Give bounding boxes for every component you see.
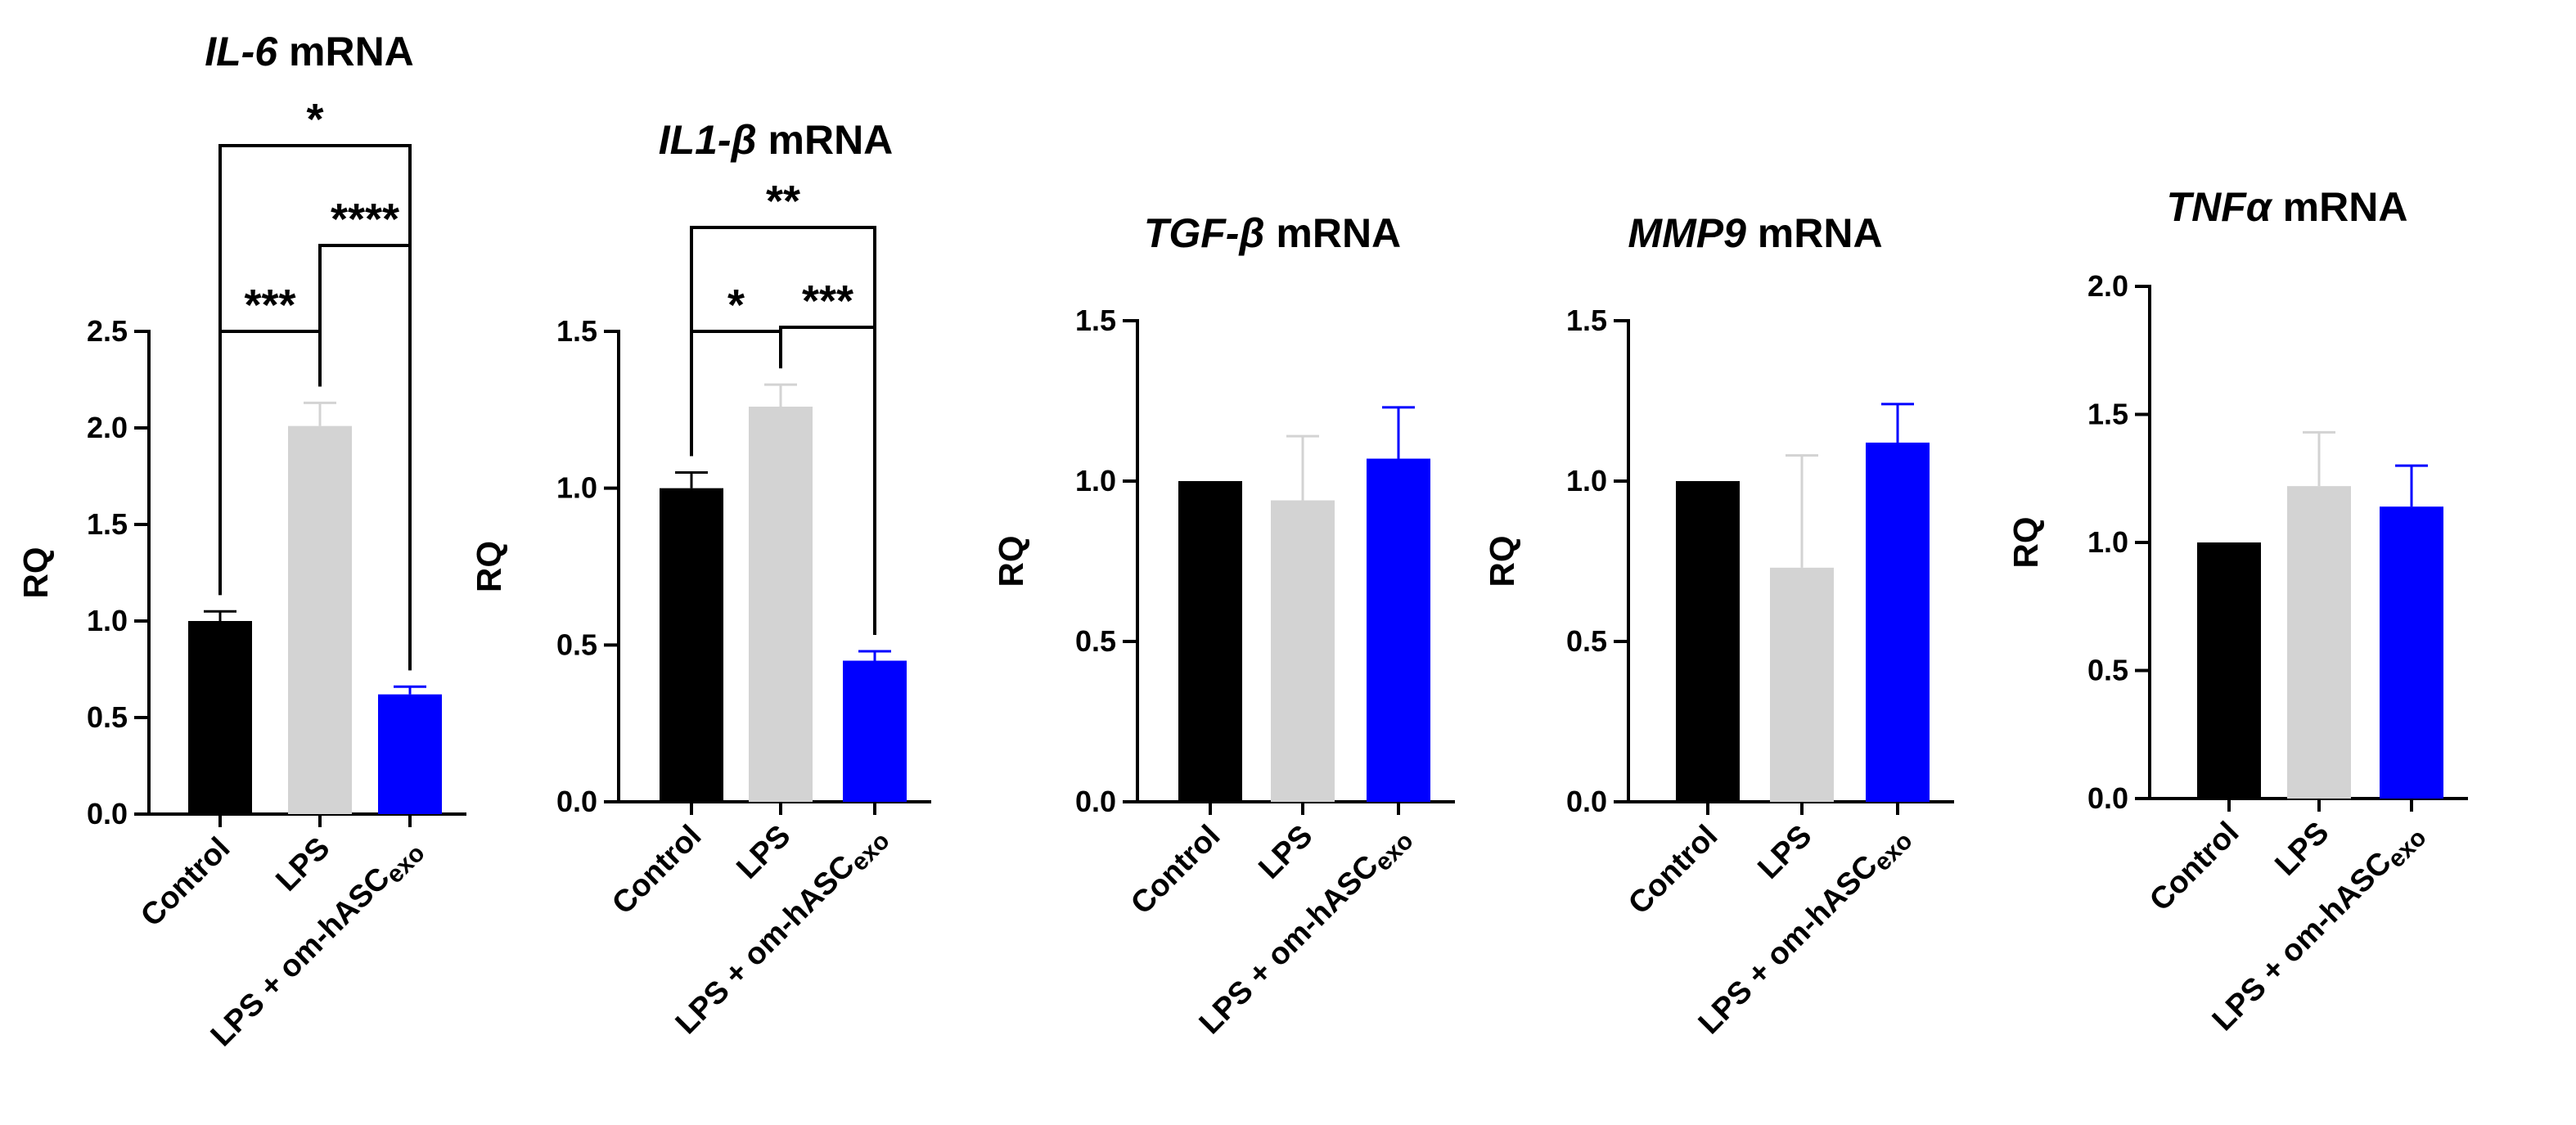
bar-lps	[2287, 486, 2351, 799]
y-tick-label: 0.5	[2087, 654, 2128, 687]
bar-lps-om-hasc	[1367, 458, 1430, 802]
y-tick-label: 0.5	[556, 628, 597, 661]
category-text: Control	[1622, 819, 1724, 921]
bar-control	[660, 488, 723, 802]
category-text: LPS + om-hASC	[1193, 848, 1385, 1041]
category-text: LPS	[269, 831, 336, 898]
title-gene: MMP9	[1628, 210, 1746, 256]
x-category-label: Control	[134, 831, 236, 934]
chart-title: IL1-β mRNA	[659, 117, 894, 163]
title-suffix: mRNA	[757, 117, 894, 163]
title-gene: IL1-β	[659, 117, 757, 163]
category-text: LPS	[730, 819, 797, 886]
y-tick-label: 0.0	[1075, 785, 1116, 818]
category-text: Control	[2143, 816, 2245, 918]
x-category-label: Control	[2143, 816, 2245, 918]
category-text: Control	[134, 831, 236, 934]
title-suffix: mRNA	[2272, 184, 2408, 230]
significance-bracket	[218, 144, 412, 671]
x-category-label: LPS	[730, 819, 797, 886]
significance-label: ****	[331, 195, 399, 244]
y-tick-label: 1.0	[1566, 464, 1607, 497]
y-tick-label: 0.0	[556, 785, 597, 818]
y-tick-label: 1.5	[2087, 398, 2128, 431]
bar-lps	[749, 407, 813, 802]
bar-lps-om-hasc	[2380, 506, 2443, 799]
bar-lps-om-hasc	[843, 660, 907, 802]
title-suffix: mRNA	[1746, 210, 1883, 256]
chart-title: MMP9 mRNA	[1628, 210, 1882, 256]
x-category-label: LPS	[1252, 819, 1319, 886]
x-category-label: Control	[606, 819, 708, 921]
title-suffix: mRNA	[1264, 210, 1401, 256]
y-tick-label: 1.5	[556, 314, 597, 348]
y-axis-label: RQ	[1483, 536, 1521, 587]
y-axis-label: RQ	[2006, 517, 2045, 569]
y-tick-label: 1.0	[2087, 525, 2128, 559]
x-category-label: Control	[1622, 819, 1724, 921]
title-gene: TGF-β	[1144, 210, 1265, 256]
y-tick-label: 0.0	[87, 797, 128, 830]
y-tick-label: 0.5	[87, 700, 128, 734]
title-suffix: mRNA	[277, 29, 414, 74]
category-text: LPS	[1751, 819, 1818, 886]
bar-control	[2197, 542, 2261, 799]
x-category-label: LPS	[269, 831, 336, 898]
bar-control	[188, 621, 252, 814]
title-gene: IL-6	[205, 29, 278, 74]
y-tick-label: 0.0	[1566, 785, 1607, 818]
y-tick-label: 0.0	[2087, 781, 2128, 815]
significance-label: ***	[244, 281, 295, 330]
category-text: Control	[606, 819, 708, 921]
significance-label: ***	[802, 277, 853, 326]
y-tick-label: 2.0	[87, 411, 128, 444]
category-text: LPS + om-hASC	[669, 848, 862, 1041]
y-tick-label: 1.0	[87, 604, 128, 637]
y-tick-label: 1.0	[556, 471, 597, 505]
y-tick-label: 0.5	[1566, 624, 1607, 658]
bar-control	[1676, 481, 1740, 802]
bar-lps	[1271, 500, 1335, 802]
y-tick-label: 2.5	[87, 314, 128, 348]
y-tick-label: 1.5	[87, 507, 128, 541]
y-tick-label: 0.5	[1075, 624, 1116, 658]
bar-lps	[1770, 567, 1834, 802]
chart-title: IL-6 mRNA	[205, 29, 414, 74]
category-text: Control	[1124, 819, 1227, 921]
y-axis-label: RQ	[992, 536, 1030, 587]
significance-bracket	[690, 226, 876, 635]
category-text: LPS	[1252, 819, 1319, 886]
x-category-label: Control	[1124, 819, 1227, 921]
title-gene: TNFα	[2167, 184, 2273, 230]
y-tick-label: 1.5	[1075, 304, 1116, 337]
significance-label: *	[727, 281, 745, 330]
x-category-label: LPS	[1751, 819, 1818, 886]
y-axis-label: RQ	[470, 541, 508, 592]
chart-title: TGF-β mRNA	[1144, 210, 1401, 256]
category-text: LPS + om-hASC	[1692, 848, 1885, 1041]
bar-lps-om-hasc	[1866, 442, 1930, 802]
bar-lps	[288, 425, 352, 814]
y-tick-label: 1.0	[1075, 464, 1116, 497]
significance-label: **	[766, 177, 800, 226]
bar-lps-om-hasc	[378, 694, 442, 814]
bar-control	[1178, 481, 1242, 802]
x-category-label: LPS	[2268, 816, 2335, 883]
y-tick-label: 2.0	[2087, 269, 2128, 303]
chart-panel-5: TNFα mRNA 0.0 0.5 1.0 1.5 2.0 RQ Control LPSLPS …	[2006, 184, 2468, 1037]
category-text: LPS + om-hASC	[2206, 845, 2398, 1037]
category-text: LPS	[2268, 816, 2335, 883]
y-tick-label: 1.5	[1566, 304, 1607, 337]
chart-title: TNFα mRNA	[2167, 184, 2408, 230]
significance-label: *	[306, 95, 323, 144]
y-axis-label: RQ	[16, 547, 55, 599]
